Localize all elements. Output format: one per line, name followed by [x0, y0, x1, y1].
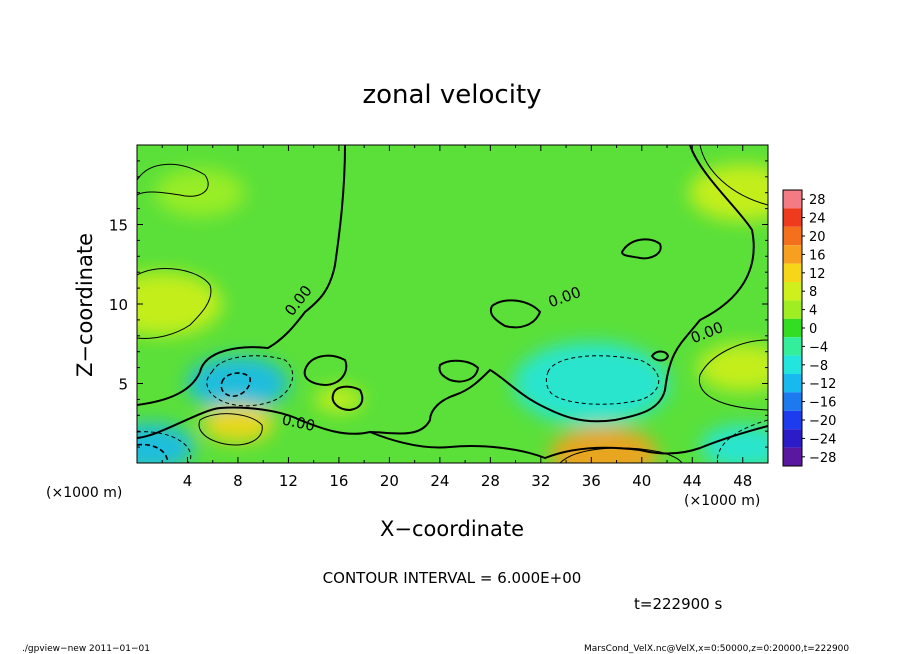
colorbar-swatch-3	[783, 245, 802, 264]
colorbar-label-2: 20	[809, 230, 826, 245]
colorbar-swatch-2	[783, 226, 802, 246]
zero-contour-island-f	[650, 350, 670, 362]
colorbar-swatch-8	[783, 337, 802, 356]
x-tick-label-5: 24	[430, 472, 449, 490]
x-tick-label-3: 16	[329, 472, 348, 490]
x-tick-label-2: 12	[279, 472, 298, 490]
zero-contour-island-d	[489, 299, 542, 329]
colorbar-swatch-6	[783, 300, 802, 319]
colorbar-label-8: −4	[809, 340, 828, 355]
neg12-contour-left	[220, 372, 251, 398]
x-tick-label-4: 20	[380, 472, 399, 490]
zero-contour-island-c	[331, 385, 364, 412]
x-tick-label-1: 8	[233, 472, 243, 490]
colorbar-swatch-9	[783, 355, 802, 374]
zero-contour-island-b	[303, 354, 348, 387]
pos6-contour-bottom-a	[198, 413, 263, 446]
field-feature-1	[513, 341, 670, 426]
neg12-contour-corner-left	[137, 443, 169, 463]
footer-right: MarsCond_VelX.nc@VelX,x=0:50000,z=0:2000…	[584, 644, 849, 654]
colorbar-label-10: −12	[809, 377, 836, 392]
colorbar-label-0: 28	[809, 193, 826, 208]
x-tick-label-11: 48	[733, 472, 752, 490]
colorbar-swatch-5	[783, 282, 802, 301]
contour-lines	[137, 145, 768, 463]
x-axis-unit-left: (×1000 m)	[46, 485, 122, 501]
x-tick-label-8: 36	[582, 472, 601, 490]
chart-title: zonal velocity	[362, 80, 541, 110]
pos6-contour-right-top	[699, 145, 768, 206]
colorbar-label-11: −16	[809, 396, 836, 411]
colorbar-swatch-13	[783, 429, 802, 448]
y-tick-label-1: 10	[109, 296, 128, 314]
colorbar-label-1: 24	[809, 212, 826, 227]
x-tick-label-10: 44	[683, 472, 702, 490]
x-axis-label: X−coordinate	[380, 517, 524, 541]
pos6-contour-bottom-b	[559, 447, 683, 463]
y-tick-label-2: 15	[109, 217, 128, 235]
field-feature-8	[314, 386, 363, 413]
neg6-contour-right	[545, 355, 660, 405]
field-feature-10	[155, 168, 246, 217]
colorbar-swatch-14	[783, 447, 802, 466]
field-feature-7	[137, 272, 223, 336]
colorbar-swatch-12	[783, 410, 802, 430]
x-axis-unit-right: (×1000 m)	[684, 493, 760, 509]
field-feature-3	[700, 424, 768, 463]
zero-contour-island-a	[620, 238, 662, 260]
colorbar-label-7: 0	[809, 322, 817, 337]
x-tick-label-7: 32	[531, 472, 550, 490]
colorbar-label-13: −24	[809, 432, 836, 447]
colorbar-swatch-11	[783, 392, 802, 411]
colorbar-swatch-7	[783, 318, 802, 338]
colorbar: 28 24 20 16 12 8 4 0 −4 −8 −12 −16 −20 −24 −28	[782, 189, 836, 467]
y-tick-label-0: 5	[118, 376, 128, 394]
zero-contour-right	[369, 145, 755, 435]
pos6-contour-left	[137, 268, 212, 339]
time-stamp: t=222900 s	[634, 595, 722, 613]
zero-contour-island-e	[438, 359, 480, 383]
field-blobs	[137, 163, 768, 463]
colorbar-label-6: 4	[809, 304, 817, 319]
colorbar-swatch-1	[783, 208, 802, 227]
colorbar-label-5: 8	[809, 285, 817, 300]
colorbar-label-3: 16	[809, 248, 826, 263]
colorbar-swatch-10	[783, 374, 802, 393]
pos6-contour-top-left	[137, 163, 209, 197]
colorbar-swatch-4	[783, 263, 802, 282]
x-tick-label-0: 4	[183, 472, 193, 490]
x-tick-label-6: 28	[481, 472, 500, 490]
colorbar-label-9: −8	[809, 359, 828, 374]
field-feature-0	[186, 356, 289, 411]
field-feature-6	[697, 343, 768, 392]
x-tick-label-9: 40	[632, 472, 651, 490]
colorbar-label-4: 12	[809, 267, 826, 282]
zero-contour-main	[137, 145, 346, 406]
plot-area: 0.00 0.00 0.00 0.00	[137, 145, 768, 463]
colorbar-swatch-0	[783, 190, 802, 209]
y-axis-ticks: 5 10 15	[109, 160, 768, 448]
neg6-contour-left	[206, 355, 294, 407]
x-axis-ticks: 4 8 12 16 20 24 28 32 36 40 44 48	[161, 145, 752, 490]
pos6-contour-right-mid	[698, 339, 768, 411]
colorbar-label-14: −28	[809, 451, 836, 466]
contour-interval: CONTOUR INTERVAL = 6.000E+00	[323, 569, 582, 587]
colorbar-label-12: −20	[809, 414, 836, 429]
y-axis-label: Z−coordinate	[73, 233, 97, 377]
footer-left: ./gpview−new 2011−01−01	[22, 644, 150, 654]
zero-contour-lower	[137, 406, 768, 460]
field-feature-2	[137, 423, 195, 463]
neg6-contour-corner-left	[137, 431, 192, 463]
